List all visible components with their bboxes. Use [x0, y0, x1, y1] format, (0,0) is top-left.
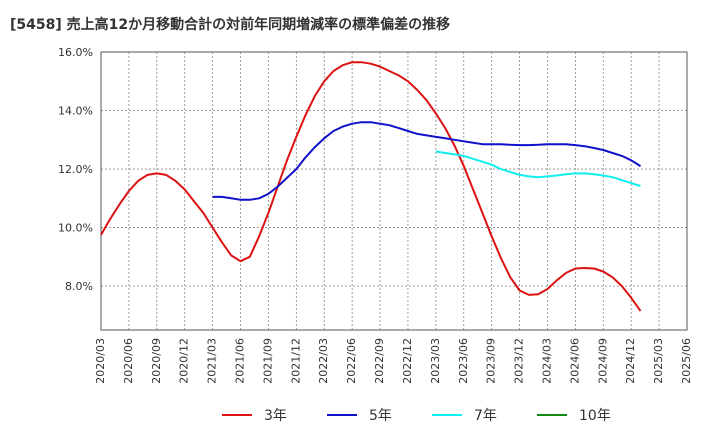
plot-area-frame	[100, 51, 688, 331]
x-axis-ticks: 2020/03 2020/06 2020/09 2020/12 2021/03 2021/…	[94, 338, 693, 384]
series-lines	[100, 61, 642, 312]
series-line-7年	[435, 150, 641, 187]
x-tick-label: 2020/09	[150, 338, 163, 384]
x-tick-label: 2021/06	[234, 338, 247, 384]
x-tick-label: 2021/03	[206, 338, 219, 384]
x-tick-label: 2020/06	[122, 338, 135, 384]
series-line-3年	[100, 61, 642, 312]
x-tick-label: 2023/03	[429, 338, 442, 384]
x-tick-label: 2020/12	[178, 338, 191, 384]
legend-label: 10年	[579, 408, 611, 424]
x-tick-label: 2022/06	[345, 338, 358, 384]
legend: 3年 5年 7年 10年	[222, 408, 611, 424]
x-tick-label: 2024/12	[624, 338, 637, 384]
x-tick-label: 2023/06	[457, 338, 470, 384]
x-tick-label: 2025/03	[652, 338, 665, 384]
grid-lines	[100, 51, 688, 330]
x-tick-label: 2024/09	[596, 338, 609, 384]
x-tick-label: 2025/06	[680, 338, 693, 384]
y-axis-ticks: 8.0% 10.0% 12.0% 14.0% 16.0%	[58, 46, 93, 293]
x-tick-label: 2021/12	[289, 338, 302, 384]
x-tick-label: 2022/03	[317, 338, 330, 384]
y-tick-label: 10.0%	[58, 222, 93, 235]
y-tick-label: 12.0%	[58, 163, 93, 176]
legend-label: 3年	[264, 408, 287, 424]
x-tick-label: 2021/09	[261, 338, 274, 384]
chart-title: [5458] 売上高12か月移動合計の対前年同期増減率の標準偏差の推移	[10, 17, 451, 33]
x-tick-label: 2024/06	[568, 338, 581, 384]
series-line-5年	[212, 121, 642, 201]
legend-label: 7年	[474, 408, 497, 424]
y-tick-label: 14.0%	[58, 105, 93, 118]
x-tick-label: 2023/09	[485, 338, 498, 384]
y-tick-label: 8.0%	[65, 280, 93, 293]
x-tick-label: 2022/09	[373, 338, 386, 384]
x-tick-label: 2020/03	[94, 338, 107, 384]
y-tick-label: 16.0%	[58, 46, 93, 59]
x-tick-label: 2023/12	[513, 338, 526, 384]
legend-label: 5年	[369, 408, 392, 424]
x-tick-label: 2022/12	[401, 338, 414, 384]
x-tick-label: 2024/03	[540, 338, 553, 384]
